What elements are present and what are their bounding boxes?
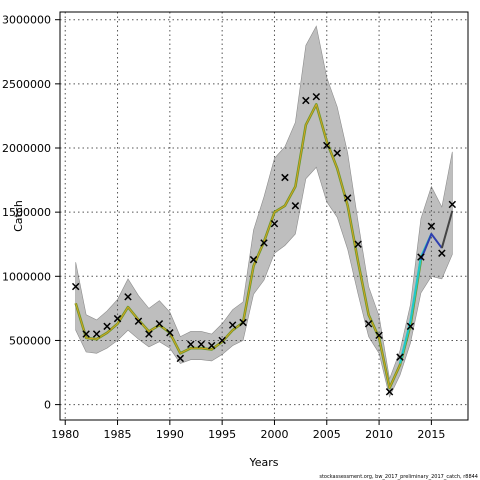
confidence-band-layer: [75, 25, 453, 398]
observed-point: [145, 330, 153, 338]
observed-point: [155, 320, 164, 328]
observed-point: [291, 202, 300, 210]
observed-point: [239, 318, 247, 327]
observed-point: [333, 149, 341, 157]
y-tick-label: 3000000: [2, 14, 51, 27]
observed-point: [396, 353, 404, 361]
observed-point: [438, 249, 446, 257]
observed-point: [281, 173, 289, 182]
observed-point: [82, 330, 90, 338]
observed-point: [124, 293, 132, 301]
y-tick-label: 2000000: [2, 142, 51, 155]
series-line-1: [74, 103, 423, 390]
observed-point: [270, 219, 279, 228]
confidence-band: [75, 25, 453, 398]
plot-frame: [59, 11, 469, 421]
x-tick-label: 2010: [365, 428, 393, 441]
series-line-4: [440, 210, 454, 249]
points-layer: [71, 92, 457, 396]
y-tick-label: 1500000: [2, 206, 51, 219]
observed-point: [312, 92, 321, 101]
x-tick-label: 1990: [156, 428, 184, 441]
observed-point: [364, 320, 373, 328]
x-tick-label: 1995: [208, 428, 236, 441]
observed-point: [343, 194, 352, 202]
x-tick-label: 2000: [260, 428, 288, 441]
y-tick-label: 0: [44, 399, 51, 412]
observed-point: [71, 282, 80, 291]
x-axis-title: Years: [248, 456, 278, 469]
observed-point: [218, 336, 226, 345]
x-tick-label: 2015: [417, 428, 445, 441]
series-line-3: [419, 232, 443, 261]
observed-point: [166, 329, 174, 337]
observed-point: [187, 340, 195, 349]
observed-point: [249, 255, 258, 264]
observed-point: [406, 322, 415, 331]
footnote: stockassessment.org, bw_2017_preliminary…: [319, 474, 478, 480]
y-axis-title: Catch: [12, 200, 25, 232]
y-tick-label: 2500000: [2, 78, 51, 91]
x-tick-label: 2005: [313, 428, 341, 441]
y-tick-label: 500000: [9, 334, 51, 347]
observed-point: [354, 240, 362, 248]
observed-point: [417, 253, 425, 261]
observed-point: [385, 388, 394, 396]
observed-point: [207, 341, 216, 350]
observed-point: [176, 354, 185, 363]
axes: 1980 1985 1990 1995 2000 2005 2010 2015 0 500000 1…: [2, 14, 445, 441]
x-tick-label: 1985: [104, 428, 132, 441]
observed-point: [92, 330, 101, 338]
observed-point: [113, 314, 122, 323]
x-tick-label: 1980: [51, 428, 79, 441]
observed-point: [103, 322, 111, 331]
observed-point: [260, 239, 268, 247]
series-line-1: [75, 103, 422, 389]
y-tick-label: 1000000: [2, 270, 51, 283]
observed-point: [302, 96, 310, 105]
observed-point: [228, 321, 237, 329]
observed-point: [134, 317, 143, 325]
line-layer: [74, 103, 454, 390]
observed-point: [448, 200, 457, 209]
observed-point: [427, 222, 436, 230]
observed-point: [323, 141, 331, 150]
observed-point: [197, 340, 205, 349]
observed-point: [375, 331, 383, 340]
